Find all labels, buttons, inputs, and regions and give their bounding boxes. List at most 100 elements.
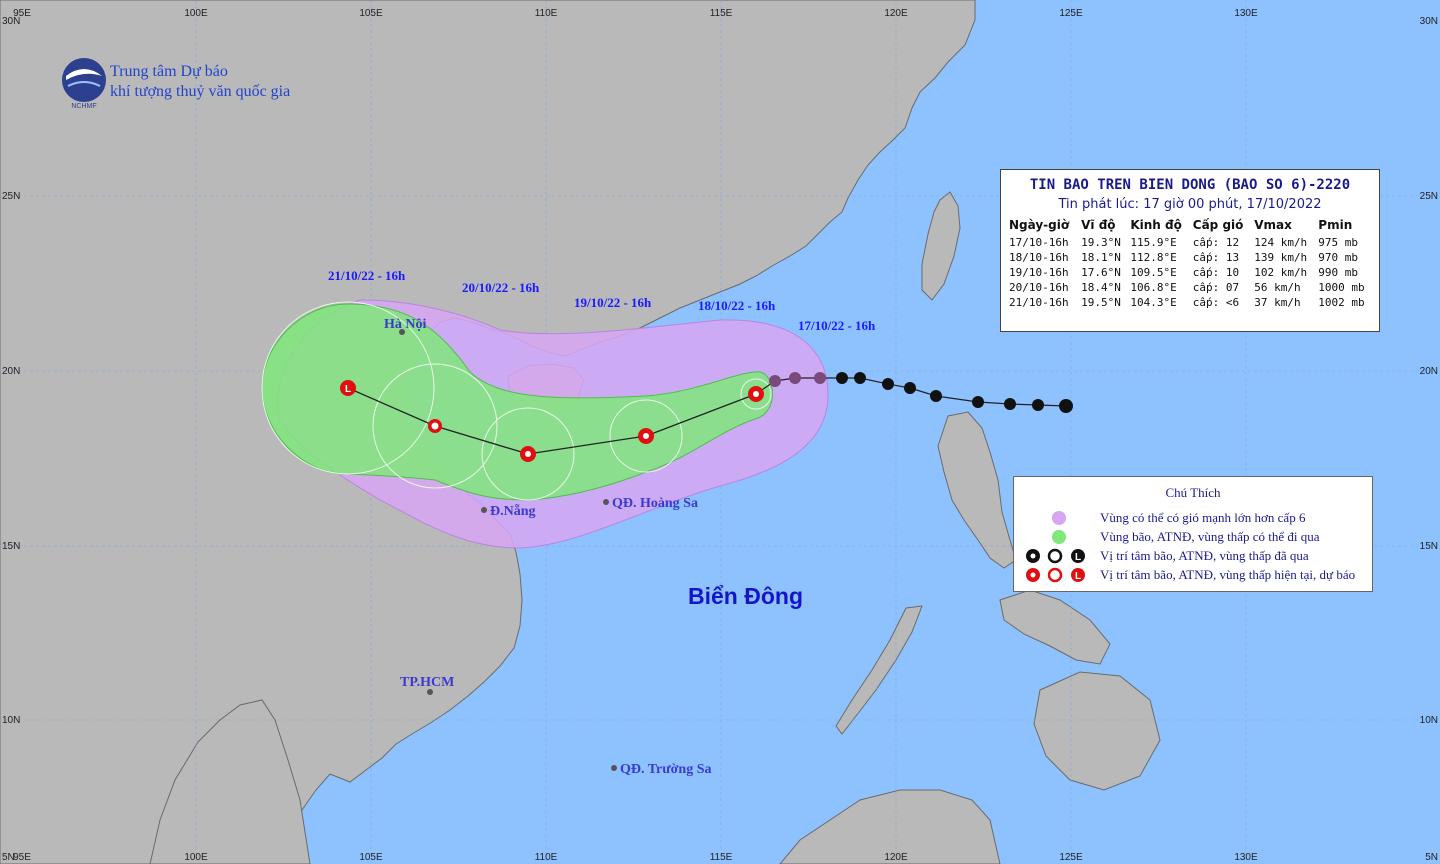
table-cell: 18.4°N xyxy=(1081,281,1121,294)
table-row: 20/10-16h 18.4°N 106.8°E cấp: 07 56 km/h… xyxy=(1007,280,1373,295)
tick-bottom: 105E xyxy=(359,852,383,863)
legend-title: Chú Thích xyxy=(1165,485,1221,500)
tick-left: 10N xyxy=(2,715,20,726)
past-storm-icon xyxy=(930,390,942,402)
org-line-1: Trung tâm Dự báo xyxy=(110,63,228,80)
table-header-row: Ngày-giờ Vĩ độ Kinh độ Cấp gió Vmax Pmin xyxy=(1007,218,1373,235)
storm-icon-1710 xyxy=(748,386,764,402)
tick-right: 5N xyxy=(1425,852,1438,863)
table-cell: 20/10-16h xyxy=(1009,281,1069,294)
borneo-island xyxy=(779,789,1001,864)
table-cell: 17.6°N xyxy=(1081,266,1121,279)
svg-text:L: L xyxy=(1075,552,1081,563)
org-line-2: khí tượng thuỷ văn quốc gia xyxy=(110,83,291,100)
circle-1810 xyxy=(609,399,683,473)
wind-zone-swatch-icon xyxy=(1052,511,1066,525)
hoangsa-dot xyxy=(603,499,609,505)
col-header: Vmax xyxy=(1254,218,1292,232)
circle-1910 xyxy=(481,407,575,501)
logo-text: NCHMF xyxy=(71,103,96,110)
col-header: Ngày-giờ xyxy=(1009,218,1070,232)
tick-top: 130E xyxy=(1234,8,1258,19)
tick-left: 25N xyxy=(2,191,20,202)
hcm-label: TP.HCM xyxy=(400,675,454,690)
past-storm-icon xyxy=(836,372,848,384)
uncertainty-circles xyxy=(261,301,772,501)
table-cell: 109.5°E xyxy=(1130,266,1177,279)
right-axis: 30N 25N 20N 15N 10N 5N xyxy=(1420,16,1438,863)
legend-item-past: L Vị trí tâm bão, ATNĐ, vùng thấp đã qua xyxy=(1024,547,1309,565)
table-cell: cấp: 12 xyxy=(1192,236,1240,249)
table-cell: 56 km/h xyxy=(1254,281,1301,294)
hcm-dot xyxy=(427,689,433,695)
tick-bottom: 120E xyxy=(884,852,908,863)
tick-right: 30N xyxy=(1420,16,1438,27)
peninsula-land xyxy=(149,699,311,864)
past-storm-icon xyxy=(769,375,781,387)
tick-bottom: 125E xyxy=(1059,852,1083,863)
palawan-island xyxy=(835,605,923,735)
table-cell: 115.9°E xyxy=(1130,236,1177,249)
tick-top: 120E xyxy=(884,8,908,19)
left-axis: 30N 25N 20N 15N 10N 5N xyxy=(2,16,20,863)
organization-name: Trung tâm Dự báo khí tượng thuỷ văn quốc… xyxy=(110,62,290,102)
tick-bottom: 100E xyxy=(184,852,208,863)
hanoi-label: Hà Nội xyxy=(384,317,427,332)
table-cell: 1002 mb xyxy=(1318,296,1365,309)
hanoi-dot xyxy=(399,329,405,335)
legend-panel: Chú Thích Vùng có thể có gió mạnh lớn hơ… xyxy=(1013,476,1373,592)
table-cell: 19.3°N xyxy=(1081,236,1121,249)
storm-zone-swatch-icon xyxy=(1052,530,1066,544)
truongsa-dot xyxy=(611,765,617,771)
tick-left: 20N xyxy=(2,366,20,377)
past-storm-icon xyxy=(854,372,866,384)
tick-left: 30N xyxy=(2,16,20,27)
table-cell: 990 mb xyxy=(1318,266,1359,279)
table-cell: 104.3°E xyxy=(1130,296,1177,309)
past-storm-icon xyxy=(814,372,826,384)
top-axis: 95E 100E 105E 110E 115E 120E 125E 130E xyxy=(13,8,1258,19)
table-cell: 18.1°N xyxy=(1081,251,1121,264)
tick-bottom: 110E xyxy=(535,852,558,863)
col-header: Kinh độ xyxy=(1130,218,1182,232)
storm-icon-1810 xyxy=(638,428,654,444)
table-cell: 37 km/h xyxy=(1254,296,1301,309)
tick-left: 5N xyxy=(2,852,15,863)
table-row: 21/10-16h 19.5°N 104.3°E cấp: <6 37 km/h… xyxy=(1007,295,1373,310)
table-row: 19/10-16h 17.6°N 109.5°E cấp: 10 102 km/… xyxy=(1007,265,1373,280)
table-cell: 970 mb xyxy=(1318,251,1359,264)
circle-1710 xyxy=(740,378,772,410)
date-label-1910: 19/10/22 - 16h xyxy=(574,295,652,310)
sea-label: Biển Đông xyxy=(688,583,803,609)
bottom-axis: 95E 100E 105E 110E 115E 120E 125E 130E xyxy=(13,852,1258,863)
past-storm-icon xyxy=(1059,399,1073,413)
forecast-table: Ngày-giờ Vĩ độ Kinh độ Cấp gió Vmax Pmin… xyxy=(1007,218,1373,310)
tick-left: 15N xyxy=(2,541,20,552)
past-symbols-icon: L xyxy=(1026,548,1085,564)
tick-bottom: 115E xyxy=(710,852,733,863)
taiwan-island xyxy=(921,191,961,301)
tick-top: 95E xyxy=(13,8,31,19)
legend-item-wind: Vùng có thể có gió mạnh lớn hơn cấp 6 xyxy=(1024,509,1305,527)
tick-right: 10N xyxy=(1420,715,1438,726)
legend-item-storm-zone: Vùng bão, ATNĐ, vùng thấp có thể đi qua xyxy=(1024,528,1320,546)
tick-top: 125E xyxy=(1059,8,1083,19)
tick-top: 110E xyxy=(535,8,558,19)
tick-right: 20N xyxy=(1420,366,1438,377)
date-label-2010: 20/10/22 - 16h xyxy=(462,280,540,295)
legend-text: Vùng bão, ATNĐ, vùng thấp có thể đi qua xyxy=(1100,529,1320,544)
svg-text:L: L xyxy=(345,384,351,395)
table-cell: cấp: 07 xyxy=(1192,281,1240,294)
past-positions xyxy=(769,372,1073,413)
col-header: Vĩ độ xyxy=(1081,218,1116,232)
danang-dot xyxy=(481,507,487,513)
bulletin-title: TIN BAO TREN BIEN DONG (BAO SO 6)-2220 xyxy=(1029,177,1351,193)
table-cell: 21/10-16h xyxy=(1009,296,1069,309)
col-header: Cấp gió xyxy=(1192,218,1244,232)
tick-top: 100E xyxy=(184,8,208,19)
storm-info-panel: TIN BAO TREN BIEN DONG (BAO SO 6)-2220 T… xyxy=(1000,169,1380,332)
legend-text: Vị trí tâm bão, ATNĐ, vùng thấp đã qua xyxy=(1100,548,1309,563)
truongsa-label: QĐ. Trường Sa xyxy=(620,762,712,777)
depression-icon-2010 xyxy=(428,419,442,433)
